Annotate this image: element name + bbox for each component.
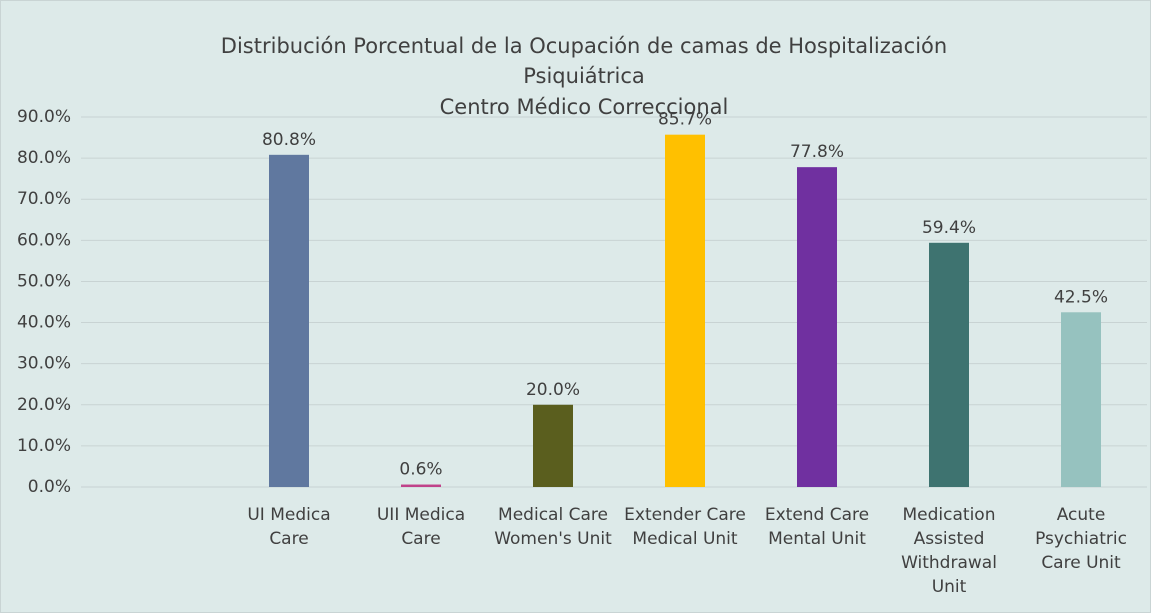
data-label: 85.7% — [658, 110, 712, 130]
y-tick-label: 50.0% — [17, 271, 71, 291]
bar — [1061, 312, 1101, 487]
bar — [533, 404, 573, 487]
data-label: 42.5% — [1054, 287, 1108, 307]
data-label: 80.8% — [262, 130, 316, 150]
data-label: 20.0% — [526, 380, 580, 400]
data-label: 0.6% — [399, 460, 442, 480]
x-tick-label: UII Medica Care — [376, 505, 466, 549]
x-tick-label: Medication Assisted Withdrawal Unit — [901, 505, 997, 597]
bar — [797, 167, 837, 487]
y-tick-label: 0.0% — [28, 477, 71, 497]
bar — [665, 134, 705, 487]
y-tick-label: 40.0% — [17, 313, 71, 333]
bar — [401, 484, 441, 487]
y-tick-label: 20.0% — [17, 395, 71, 415]
chart-title: Psiquiátrica — [523, 64, 645, 88]
data-label: 59.4% — [922, 218, 976, 238]
data-label: 77.8% — [790, 142, 844, 162]
x-tick-label: Extend Care Mental Unit — [764, 505, 870, 549]
y-tick-label: 90.0% — [17, 107, 71, 127]
y-tick-label: 60.0% — [17, 230, 71, 250]
chart-title: Distribución Porcentual de la Ocupación … — [221, 34, 947, 58]
bar — [269, 154, 309, 488]
x-tick-label: Medical Care Women's Unit — [494, 505, 612, 549]
y-tick-label: 70.0% — [17, 189, 71, 209]
chart-title: Centro Médico Correccional — [440, 95, 729, 119]
x-tick-label: Acute Psychiatric Care Unit — [1035, 505, 1127, 573]
y-tick-label: 80.0% — [17, 148, 71, 168]
y-tick-label: 30.0% — [17, 354, 71, 374]
x-tick-label: Extender Care Medical Unit — [624, 505, 746, 549]
y-tick-label: 10.0% — [17, 436, 71, 456]
bar — [929, 242, 969, 487]
x-tick-label: UI Medica Care — [247, 505, 331, 549]
